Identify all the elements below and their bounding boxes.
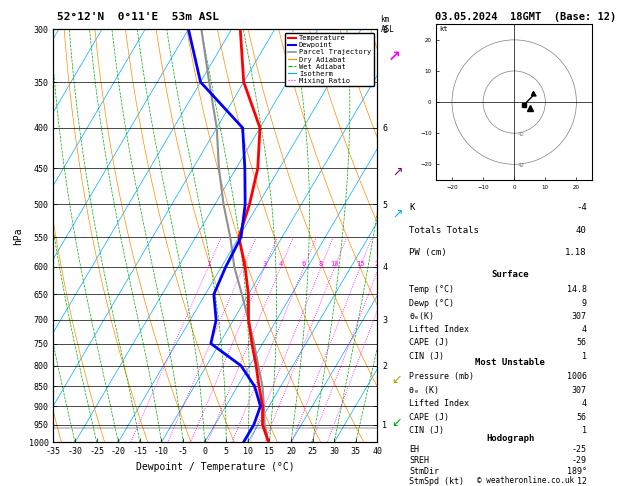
Y-axis label: hPa: hPa <box>13 227 23 244</box>
Text: 1: 1 <box>206 261 210 267</box>
X-axis label: Dewpoint / Temperature (°C): Dewpoint / Temperature (°C) <box>136 462 295 472</box>
Text: PW (cm): PW (cm) <box>409 248 447 257</box>
Legend: Temperature, Dewpoint, Parcel Trajectory, Dry Adiabat, Wet Adiabat, Isotherm, Mi: Temperature, Dewpoint, Parcel Trajectory… <box>285 33 374 87</box>
Text: θₑ(K): θₑ(K) <box>409 312 435 321</box>
Text: Temp (°C): Temp (°C) <box>409 285 454 295</box>
Text: ↙: ↙ <box>391 417 401 429</box>
Text: Lifted Index: Lifted Index <box>409 399 469 408</box>
Text: -25: -25 <box>572 445 587 454</box>
Text: ↗: ↗ <box>392 166 403 179</box>
Text: StmSpd (kt): StmSpd (kt) <box>409 477 464 486</box>
Text: 9: 9 <box>582 298 587 308</box>
Text: θₑ (K): θₑ (K) <box>409 386 440 395</box>
Text: ↙: ↙ <box>391 373 401 385</box>
Text: 40: 40 <box>576 226 587 235</box>
Text: Surface: Surface <box>491 270 529 279</box>
Text: kt: kt <box>440 26 448 32</box>
Text: 14.8: 14.8 <box>567 285 587 295</box>
Text: SREH: SREH <box>409 456 430 465</box>
Text: Hodograph: Hodograph <box>486 434 534 444</box>
Text: -29: -29 <box>572 456 587 465</box>
Text: 4: 4 <box>279 261 283 267</box>
Text: CAPE (J): CAPE (J) <box>409 338 450 347</box>
Text: 1006: 1006 <box>567 372 587 382</box>
Text: 03.05.2024  18GMT  (Base: 12): 03.05.2024 18GMT (Base: 12) <box>435 12 616 22</box>
Text: ↗: ↗ <box>388 49 401 63</box>
Text: km
ASL: km ASL <box>381 15 394 34</box>
Text: 42: 42 <box>517 163 525 168</box>
Text: 15: 15 <box>356 261 364 267</box>
Text: 1: 1 <box>582 351 587 361</box>
Text: 4: 4 <box>582 399 587 408</box>
Text: Most Unstable: Most Unstable <box>475 358 545 367</box>
Text: 189°: 189° <box>567 467 587 476</box>
Text: LCL: LCL <box>376 424 394 433</box>
Text: -4: -4 <box>576 203 587 212</box>
Text: 8: 8 <box>319 261 323 267</box>
Text: CIN (J): CIN (J) <box>409 426 445 435</box>
Text: 56: 56 <box>577 338 587 347</box>
Text: K: K <box>409 203 415 212</box>
Text: CIN (J): CIN (J) <box>409 351 445 361</box>
Text: 56: 56 <box>577 413 587 422</box>
Text: 2: 2 <box>241 261 245 267</box>
Text: 1: 1 <box>582 426 587 435</box>
Text: EH: EH <box>409 445 420 454</box>
Text: 3: 3 <box>263 261 267 267</box>
Text: Pressure (mb): Pressure (mb) <box>409 372 474 382</box>
Text: Dewp (°C): Dewp (°C) <box>409 298 454 308</box>
Text: 10: 10 <box>330 261 339 267</box>
Text: 6: 6 <box>302 261 306 267</box>
Text: 20: 20 <box>374 261 383 267</box>
Text: 12: 12 <box>577 477 587 486</box>
Text: 42: 42 <box>517 132 525 137</box>
Text: 307: 307 <box>572 312 587 321</box>
Text: 307: 307 <box>572 386 587 395</box>
Text: © weatheronline.co.uk: © weatheronline.co.uk <box>477 475 574 485</box>
Text: Totals Totals: Totals Totals <box>409 226 479 235</box>
Text: CAPE (J): CAPE (J) <box>409 413 450 422</box>
Text: StmDir: StmDir <box>409 467 440 476</box>
Text: 4: 4 <box>582 325 587 334</box>
Text: 1.18: 1.18 <box>565 248 587 257</box>
Text: ↗: ↗ <box>392 208 403 220</box>
Text: 52°12'N  0°11'E  53m ASL: 52°12'N 0°11'E 53m ASL <box>57 12 220 22</box>
Text: Lifted Index: Lifted Index <box>409 325 469 334</box>
